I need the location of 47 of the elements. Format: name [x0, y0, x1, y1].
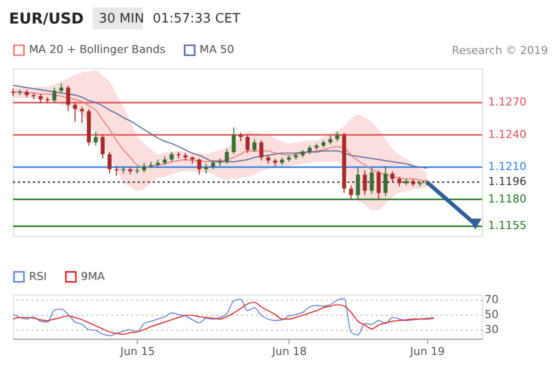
candlestick — [170, 152, 174, 162]
candlestick — [259, 140, 264, 162]
legend-label: MA 50 — [200, 43, 234, 56]
candlestick — [66, 84, 70, 112]
ref-line-label: 1.1240 — [488, 128, 527, 141]
candlestick — [80, 106, 84, 124]
candlestick — [370, 168, 374, 194]
candlestick — [252, 138, 256, 153]
candlestick — [390, 170, 394, 183]
candlestick — [384, 166, 388, 197]
text: 30 MIN — [98, 11, 144, 26]
chart-title: EUR/USD — [8, 9, 84, 28]
x-tick-label: Jun 19 — [409, 345, 445, 358]
candlestick — [362, 170, 367, 196]
x-tick-label: Jun 15 — [119, 345, 155, 358]
y-tick-label: 50 — [484, 308, 499, 321]
candlestick — [246, 134, 250, 154]
ref-line-label: 1.1270 — [488, 96, 527, 109]
candlestick — [356, 166, 360, 200]
candlestick — [52, 87, 56, 104]
legend-label: MA 20 + Bollinger Bands — [28, 43, 166, 56]
candlestick — [397, 176, 402, 187]
candlestick — [94, 131, 98, 146]
candlestick — [197, 158, 202, 176]
text: 01:57:33 CET — [152, 11, 240, 26]
candlestick — [100, 134, 105, 159]
candlestick — [232, 126, 236, 155]
text: Research © 2019 — [452, 44, 548, 58]
candlestick — [204, 163, 208, 174]
ref-line-label: 1.1196 — [488, 175, 527, 188]
legend-label: RSI — [28, 270, 47, 283]
candlestick — [59, 82, 64, 94]
x-tick-label: Jun 18 — [271, 345, 307, 358]
candlestick — [114, 166, 118, 176]
candlestick — [224, 148, 229, 164]
y-tick-label: 70 — [484, 292, 499, 306]
candlestick — [349, 184, 354, 200]
y-tick-label: 30 — [484, 323, 499, 336]
candlestick — [73, 102, 78, 122]
candlestick — [335, 131, 340, 142]
ref-line-label: 1.1210 — [488, 160, 527, 174]
legend-label: 9MA — [80, 270, 106, 283]
candlestick — [142, 162, 146, 173]
ref-line-label: 1.1180 — [488, 192, 527, 206]
candlestick — [376, 170, 381, 200]
ref-line-label: 1.1155 — [488, 219, 527, 232]
candlestick — [108, 152, 112, 174]
